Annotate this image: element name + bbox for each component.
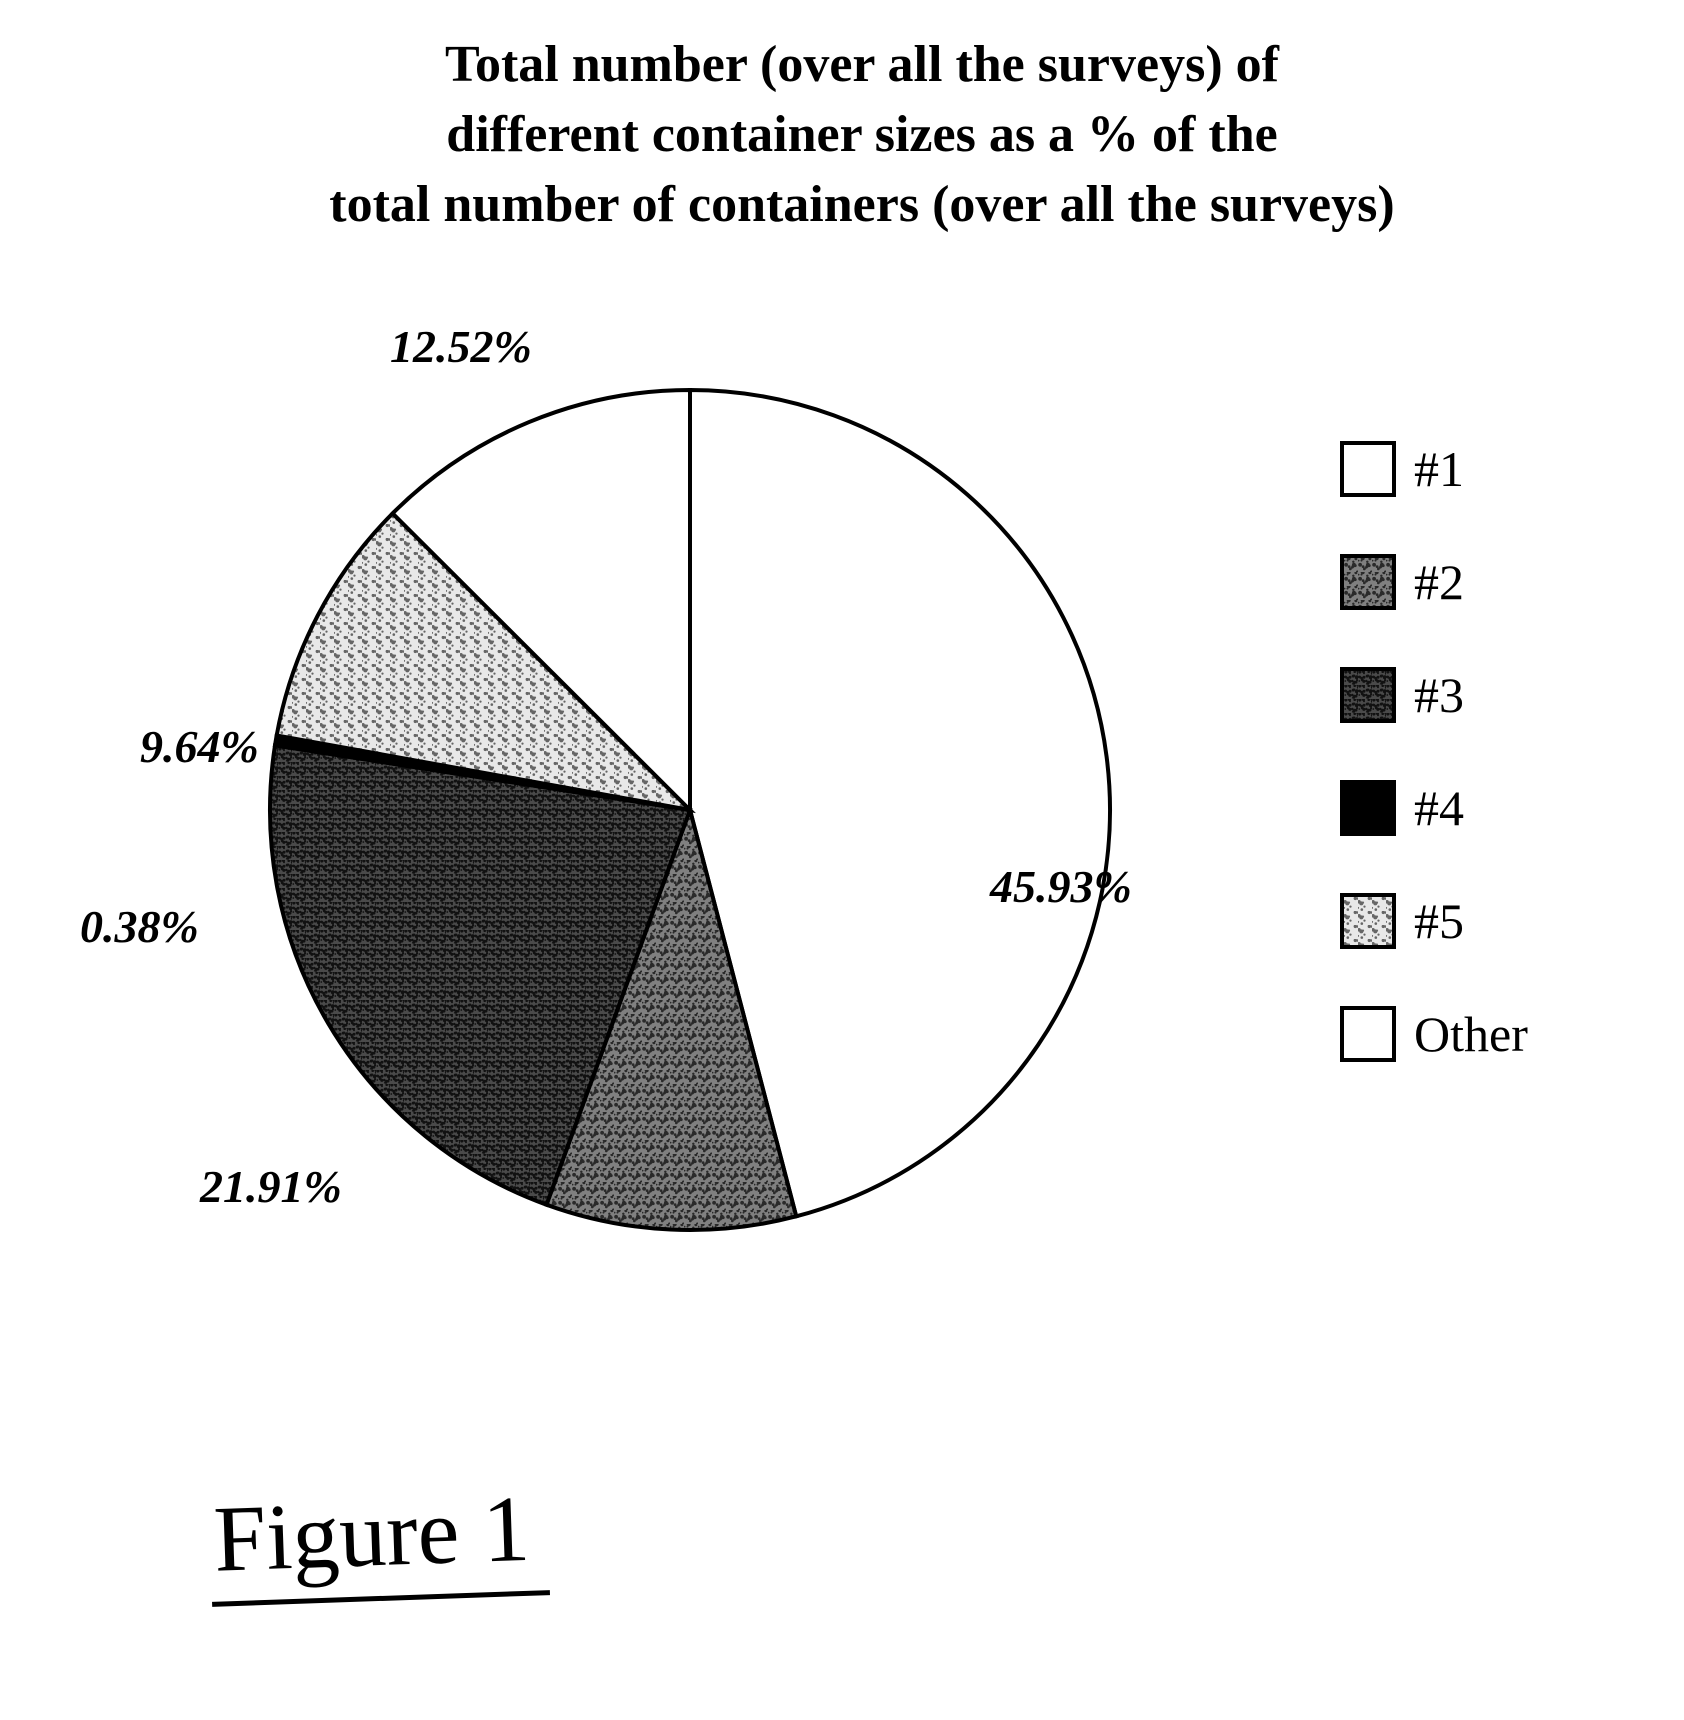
pie-chart-icon — [250, 370, 1130, 1250]
slice-label-4: 0.38% — [80, 900, 199, 953]
legend-item-5: #5 — [1340, 892, 1660, 950]
legend-label: #4 — [1414, 779, 1464, 837]
slice-label-5: 9.64% — [140, 720, 259, 773]
legend-label: #1 — [1414, 440, 1464, 498]
slice-label-other: 12.52% — [390, 320, 532, 373]
chart-title: Total number (over all the surveys) of d… — [200, 30, 1524, 241]
page: Total number (over all the surveys) of d… — [0, 0, 1684, 1720]
slice-label-3: 21.91% — [200, 1160, 342, 1213]
slice-label-1: 45.93% — [990, 860, 1132, 913]
legend-swatch-icon — [1340, 554, 1396, 610]
legend-swatch-icon — [1340, 1006, 1396, 1062]
legend-label: #5 — [1414, 892, 1464, 950]
title-line-2: different container sizes as a % of the — [446, 106, 1277, 163]
legend-item-other: Other — [1340, 1005, 1660, 1063]
title-line-1: Total number (over all the surveys) of — [445, 36, 1279, 93]
legend-item-2: #2 — [1340, 553, 1660, 611]
legend-swatch-icon — [1340, 441, 1396, 497]
title-line-3: total number of containers (over all the… — [329, 176, 1394, 233]
legend-item-3: #3 — [1340, 666, 1660, 724]
legend-swatch-icon — [1340, 667, 1396, 723]
legend-swatch-icon — [1340, 780, 1396, 836]
figure-label-text: Figure 1 — [212, 1477, 531, 1592]
legend-label: #2 — [1414, 553, 1464, 611]
chart-area: 45.93% 21.91% 0.38% 9.64% 12.52% — [80, 290, 1280, 1290]
legend-label: #3 — [1414, 666, 1464, 724]
legend-item-1: #1 — [1340, 440, 1660, 498]
legend: #1 #2 #3 #4 #5 Other — [1340, 440, 1660, 1118]
legend-swatch-icon — [1340, 893, 1396, 949]
figure-label: Figure 1 — [208, 1474, 550, 1607]
legend-label: Other — [1414, 1005, 1528, 1063]
legend-item-4: #4 — [1340, 779, 1660, 837]
